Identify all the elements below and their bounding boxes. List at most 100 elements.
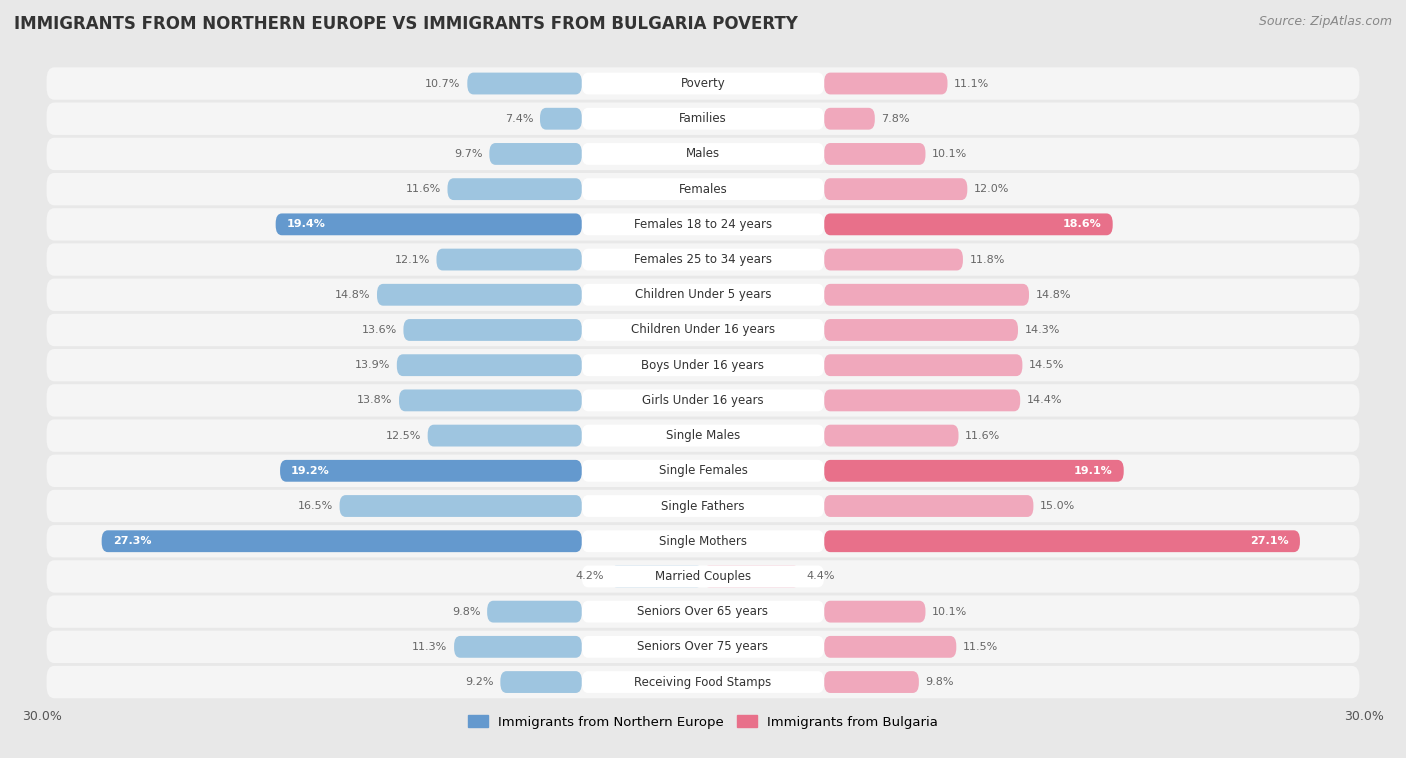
Text: 12.1%: 12.1% (395, 255, 430, 265)
Text: 12.0%: 12.0% (974, 184, 1010, 194)
Text: 9.8%: 9.8% (451, 606, 481, 617)
Text: Seniors Over 75 years: Seniors Over 75 years (637, 641, 769, 653)
FancyBboxPatch shape (582, 390, 824, 412)
FancyBboxPatch shape (46, 560, 1360, 593)
FancyBboxPatch shape (582, 319, 824, 341)
FancyBboxPatch shape (824, 390, 1021, 412)
Text: Single Males: Single Males (666, 429, 740, 442)
Text: Source: ZipAtlas.com: Source: ZipAtlas.com (1258, 15, 1392, 28)
Text: 19.2%: 19.2% (291, 466, 330, 476)
FancyBboxPatch shape (436, 249, 582, 271)
Text: 10.7%: 10.7% (426, 79, 461, 89)
Text: 27.1%: 27.1% (1250, 536, 1289, 547)
FancyBboxPatch shape (582, 565, 824, 587)
Text: 14.8%: 14.8% (1036, 290, 1071, 299)
FancyBboxPatch shape (824, 319, 1018, 341)
FancyBboxPatch shape (280, 460, 582, 482)
Text: 11.6%: 11.6% (965, 431, 1001, 440)
Text: 13.8%: 13.8% (357, 396, 392, 406)
FancyBboxPatch shape (582, 249, 824, 271)
Text: 4.2%: 4.2% (575, 572, 605, 581)
Text: IMMIGRANTS FROM NORTHERN EUROPE VS IMMIGRANTS FROM BULGARIA POVERTY: IMMIGRANTS FROM NORTHERN EUROPE VS IMMIG… (14, 15, 799, 33)
Text: 11.1%: 11.1% (955, 79, 990, 89)
FancyBboxPatch shape (540, 108, 582, 130)
FancyBboxPatch shape (46, 279, 1360, 311)
Text: 11.8%: 11.8% (970, 255, 1005, 265)
Text: Receiving Food Stamps: Receiving Food Stamps (634, 675, 772, 688)
FancyBboxPatch shape (101, 531, 582, 552)
FancyBboxPatch shape (582, 178, 824, 200)
FancyBboxPatch shape (582, 531, 824, 552)
FancyBboxPatch shape (824, 495, 1033, 517)
Legend: Immigrants from Northern Europe, Immigrants from Bulgaria: Immigrants from Northern Europe, Immigra… (463, 709, 943, 734)
FancyBboxPatch shape (824, 73, 948, 95)
Text: 14.3%: 14.3% (1025, 325, 1060, 335)
FancyBboxPatch shape (582, 108, 824, 130)
FancyBboxPatch shape (377, 283, 582, 305)
FancyBboxPatch shape (824, 249, 963, 271)
FancyBboxPatch shape (46, 349, 1360, 381)
FancyBboxPatch shape (404, 319, 582, 341)
Text: 7.8%: 7.8% (882, 114, 910, 124)
Text: 13.6%: 13.6% (361, 325, 396, 335)
Text: Married Couples: Married Couples (655, 570, 751, 583)
Text: 11.6%: 11.6% (405, 184, 441, 194)
Text: 18.6%: 18.6% (1063, 219, 1102, 230)
Text: Females: Females (679, 183, 727, 196)
Text: Girls Under 16 years: Girls Under 16 years (643, 394, 763, 407)
Text: Families: Families (679, 112, 727, 125)
Text: 27.3%: 27.3% (112, 536, 152, 547)
FancyBboxPatch shape (824, 531, 1301, 552)
Text: 13.9%: 13.9% (354, 360, 391, 370)
Text: 14.8%: 14.8% (335, 290, 370, 299)
FancyBboxPatch shape (582, 495, 824, 517)
FancyBboxPatch shape (582, 671, 824, 693)
FancyBboxPatch shape (46, 596, 1360, 628)
Text: 19.4%: 19.4% (287, 219, 326, 230)
FancyBboxPatch shape (824, 424, 959, 446)
FancyBboxPatch shape (824, 636, 956, 658)
Text: 9.8%: 9.8% (925, 677, 955, 687)
FancyBboxPatch shape (46, 384, 1360, 417)
Text: 15.0%: 15.0% (1040, 501, 1076, 511)
FancyBboxPatch shape (824, 108, 875, 130)
FancyBboxPatch shape (46, 525, 1360, 557)
FancyBboxPatch shape (46, 243, 1360, 276)
FancyBboxPatch shape (46, 138, 1360, 170)
Text: 12.5%: 12.5% (385, 431, 420, 440)
Text: 19.1%: 19.1% (1074, 466, 1112, 476)
Text: 11.5%: 11.5% (963, 642, 998, 652)
Text: 14.5%: 14.5% (1029, 360, 1064, 370)
FancyBboxPatch shape (824, 601, 925, 622)
FancyBboxPatch shape (276, 214, 582, 235)
Text: Children Under 5 years: Children Under 5 years (634, 288, 772, 301)
FancyBboxPatch shape (447, 178, 582, 200)
FancyBboxPatch shape (454, 636, 582, 658)
Text: Single Females: Single Females (658, 465, 748, 478)
Text: 4.4%: 4.4% (807, 572, 835, 581)
FancyBboxPatch shape (501, 671, 582, 693)
FancyBboxPatch shape (46, 455, 1360, 487)
Text: 9.2%: 9.2% (465, 677, 494, 687)
FancyBboxPatch shape (396, 354, 582, 376)
FancyBboxPatch shape (46, 67, 1360, 100)
FancyBboxPatch shape (582, 424, 824, 446)
FancyBboxPatch shape (46, 208, 1360, 240)
Text: Females 18 to 24 years: Females 18 to 24 years (634, 218, 772, 231)
FancyBboxPatch shape (486, 601, 582, 622)
FancyBboxPatch shape (339, 495, 582, 517)
FancyBboxPatch shape (46, 419, 1360, 452)
FancyBboxPatch shape (582, 636, 824, 658)
FancyBboxPatch shape (467, 73, 582, 95)
FancyBboxPatch shape (824, 214, 1112, 235)
FancyBboxPatch shape (824, 671, 920, 693)
FancyBboxPatch shape (582, 283, 824, 305)
Text: 9.7%: 9.7% (454, 149, 482, 159)
FancyBboxPatch shape (46, 173, 1360, 205)
FancyBboxPatch shape (610, 565, 703, 587)
Text: 7.4%: 7.4% (505, 114, 533, 124)
Text: 16.5%: 16.5% (298, 501, 333, 511)
Text: Males: Males (686, 148, 720, 161)
Text: Children Under 16 years: Children Under 16 years (631, 324, 775, 337)
FancyBboxPatch shape (46, 490, 1360, 522)
